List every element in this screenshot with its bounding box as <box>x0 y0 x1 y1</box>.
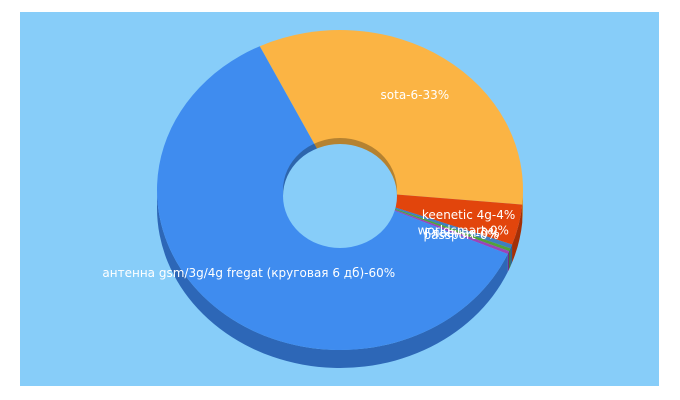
slice-side-1 <box>512 204 523 263</box>
slice-side-0 <box>522 190 523 223</box>
slice-side-3 <box>509 248 511 270</box>
slice-label-4: passport-0% <box>424 228 499 242</box>
slice-side-4 <box>507 251 510 273</box>
slice-label-5: антенна gsm/3g/4g fregat (круговая 6 дб)… <box>102 266 395 280</box>
chart-plot-area: sota-6-33% keenetic 4g-4% worldsmart-0% Гла… <box>20 12 659 386</box>
donut-chart: sota-6-33% keenetic 4g-4% worldsmart-0%Гла… <box>20 12 659 386</box>
slice-label-0: sota-6-33% <box>381 88 450 102</box>
slice-label-1: keenetic 4g-4% <box>422 208 515 222</box>
donut-hole <box>283 144 397 248</box>
slice-label-3: Главная-0% <box>425 226 500 240</box>
slice-side-2 <box>510 244 513 267</box>
slice-label-2: worldsmart-0% <box>418 224 509 238</box>
